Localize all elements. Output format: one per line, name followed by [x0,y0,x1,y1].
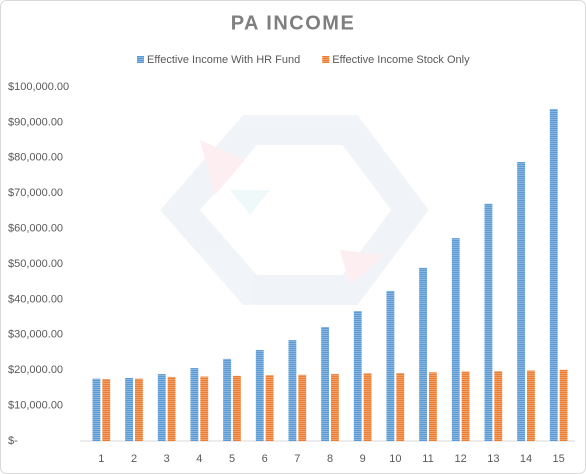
bar [396,373,405,441]
bar [223,358,231,441]
bar [190,368,199,441]
x-tick-label: 4 [196,453,202,465]
bar [363,373,372,441]
bar [288,340,297,441]
x-tick-label: 2 [131,453,137,465]
bar [386,290,395,441]
y-tick-label: $60,000.00 [8,223,63,235]
x-tick-label: 6 [262,453,268,465]
bar [298,374,307,441]
x-tick-label: 15 [553,453,565,465]
bar [233,375,241,441]
bar [419,267,427,441]
bar [494,371,503,441]
bar [157,374,166,441]
bar [331,374,339,441]
y-tick-label: $30,000.00 [8,329,63,341]
y-tick-label: $10,000.00 [8,400,63,412]
bar [527,370,535,441]
y-tick-label: $70,000.00 [8,187,63,199]
bar [549,108,558,441]
x-tick-label: 11 [422,453,433,465]
x-tick-label: 3 [164,453,170,465]
y-tick-label: $40,000.00 [8,293,63,305]
bar [125,377,133,441]
bar [429,372,437,441]
x-tick-label: 5 [229,453,235,465]
chart-title: PA INCOME [231,12,356,34]
y-tick-label: $100,000.00 [8,81,69,93]
x-tick-label: 13 [487,453,499,465]
bar [265,375,274,441]
bar [135,378,143,441]
bar [167,376,176,441]
bar [559,369,568,441]
bar [517,162,525,441]
bar [461,371,470,441]
bar [321,327,329,441]
x-tick-label: 8 [327,453,333,465]
x-tick-label: 9 [360,453,366,465]
bar [255,350,264,441]
x-tick-label: 12 [455,453,467,465]
legend-swatch [322,56,330,63]
y-tick-label: $- [8,435,18,447]
y-tick-label: $20,000.00 [8,364,63,376]
y-tick-label: $90,000.00 [8,116,63,128]
bar [200,376,209,441]
bar [353,311,362,441]
x-tick-label: 1 [98,453,104,465]
bar [484,203,493,441]
bar [102,379,111,441]
y-tick-label: $50,000.00 [8,258,63,270]
legend-swatch [137,56,144,63]
bar [451,238,460,441]
bar [92,378,101,441]
legend-label: Effective Income Stock Only [332,54,470,66]
x-tick-label: 7 [294,453,300,465]
y-tick-label: $80,000.00 [8,152,63,164]
legend-label: Effective Income With HR Fund [147,54,300,66]
x-tick-label: 14 [520,453,532,465]
x-tick-label: 10 [389,453,401,465]
watermark [160,115,429,305]
